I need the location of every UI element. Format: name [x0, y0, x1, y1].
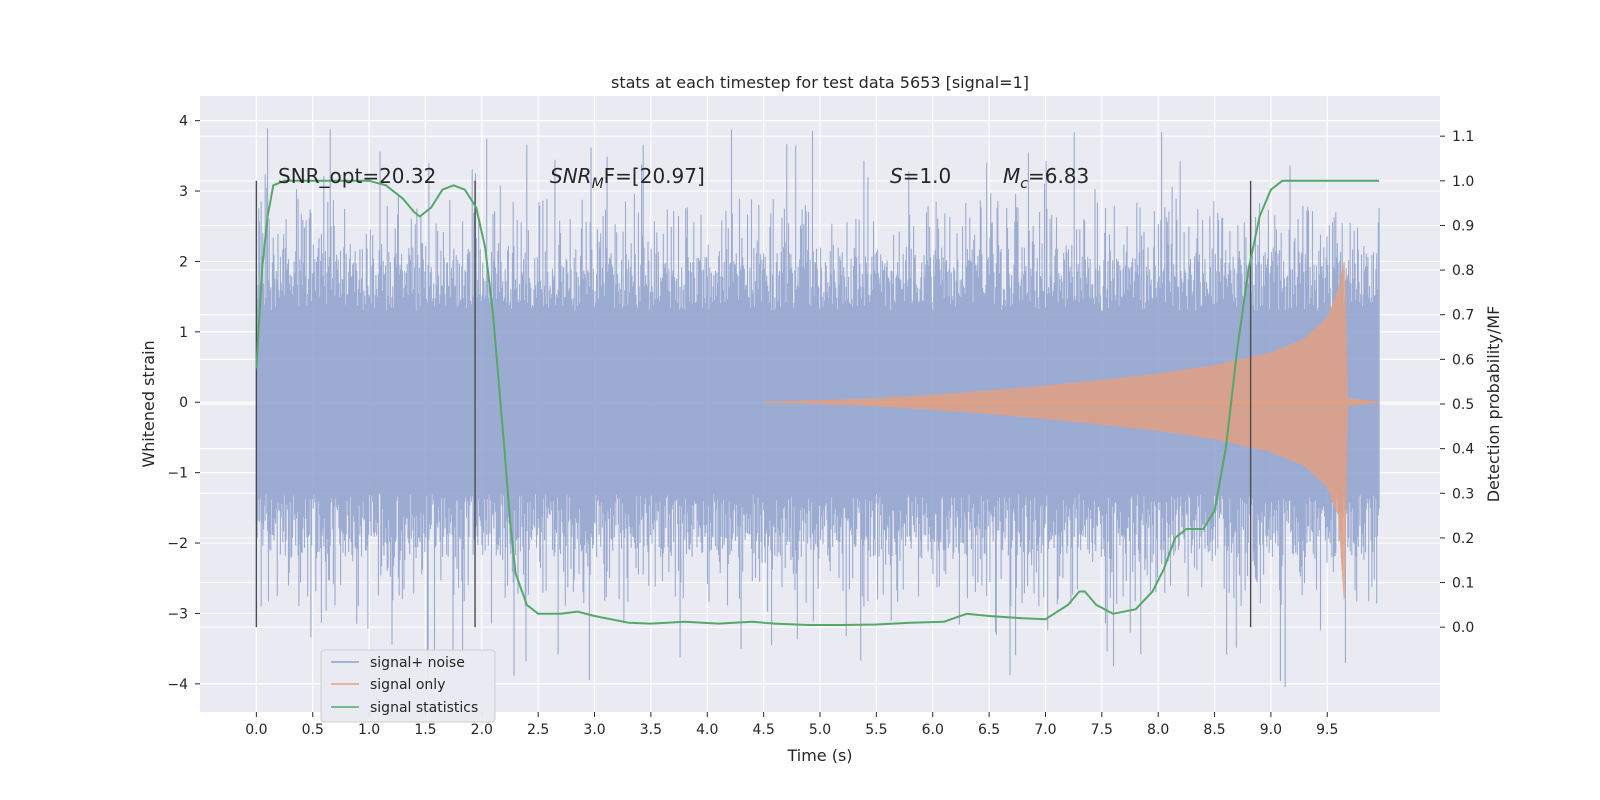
- x-tick-label-6: 3.0: [583, 722, 605, 738]
- y-tick-label-0: −4: [167, 677, 188, 693]
- x-tick-label-19: 9.5: [1316, 722, 1338, 738]
- y-right-tick-label-10: 1.0: [1452, 174, 1474, 190]
- y-right-tick-label-5: 0.5: [1452, 397, 1474, 413]
- y-tick-label-1: −3: [167, 606, 188, 622]
- x-tick-label-18: 9.0: [1260, 722, 1282, 738]
- legend-box: [320, 649, 496, 723]
- x-tick-label-11: 5.5: [865, 722, 887, 738]
- stats-line: [255, 179, 1380, 626]
- x-tick-label-15: 7.5: [1091, 722, 1113, 738]
- series-signal-statistics: [255, 179, 1380, 626]
- x-tick-label-8: 4.0: [696, 722, 718, 738]
- mc-sub: c: [1020, 176, 1028, 192]
- x-tick-label-10: 5.0: [809, 722, 831, 738]
- s-value: =1.0: [903, 164, 952, 188]
- x-tick-label-17: 8.5: [1203, 722, 1225, 738]
- x-tick-label-7: 3.5: [640, 722, 662, 738]
- x-tick-label-16: 8.0: [1147, 722, 1169, 738]
- y-right-tick-label-4: 0.4: [1452, 442, 1474, 458]
- chart-title: stats at each timestep for test data 565…: [611, 73, 1029, 92]
- y-right-axis-label: Detection probability/MF: [1484, 306, 1503, 503]
- y-axis-label: Whitened strain: [139, 340, 158, 467]
- snr-mf-base: SNR: [550, 164, 592, 188]
- y-tick-label-3: −1: [167, 466, 188, 482]
- annotation-snr-mf: SNRMF=[20.97]: [550, 164, 705, 192]
- y-right-tick-label-6: 0.6: [1452, 352, 1474, 368]
- s-label: S: [890, 164, 903, 188]
- y-right-tick-label-8: 0.8: [1452, 263, 1474, 279]
- y-tick-label-7: 3: [179, 184, 188, 200]
- x-tick-label-13: 6.5: [978, 722, 1000, 738]
- y-tick-label-2: −2: [167, 536, 188, 552]
- y-tick-label-8: 4: [179, 114, 188, 130]
- mc-value: =6.83: [1028, 164, 1089, 188]
- x-axis-ticks: 0.0 0.5 1.0 1.5 2.0 2.5 3.0 3.5 4.0 4.5 5.0 5.5 6.0 6…: [245, 712, 1338, 738]
- y-axis-ticks: −4 −3 −2 −1 0 1 2 3 4: [167, 114, 200, 693]
- x-tick-label-4: 2.0: [471, 722, 493, 738]
- legend-label-stats: signal statistics: [370, 700, 478, 716]
- annotation-mc: Mc=6.83: [1003, 164, 1089, 192]
- y-right-tick-label-0: 0.0: [1452, 620, 1474, 636]
- legend: signal+ noise signal only signal statist…: [320, 649, 496, 723]
- mc-base: M: [1003, 164, 1020, 188]
- annotation-s: S=1.0: [890, 164, 951, 188]
- y-right-tick-label-1: 0.1: [1452, 576, 1474, 592]
- x-tick-label-1: 0.5: [302, 722, 324, 738]
- series-signal-only: [763, 261, 1380, 600]
- y-right-axis-ticks: 0.0 0.1 0.2 0.3 0.4 0.5 0.6 0.7 0.8 0.9 1.0 1.1: [1440, 129, 1474, 636]
- x-axis-label: Time (s): [786, 746, 852, 765]
- snr-mf-tail: F=[20.97]: [604, 164, 705, 188]
- x-tick-label-14: 7.0: [1034, 722, 1056, 738]
- x-tick-label-9: 4.5: [753, 722, 775, 738]
- x-tick-label-2: 1.0: [358, 722, 380, 738]
- y-right-tick-label-7: 0.7: [1452, 308, 1474, 324]
- y-right-tick-label-11: 1.1: [1452, 129, 1474, 145]
- y-right-tick-label-2: 0.2: [1452, 531, 1474, 547]
- x-tick-label-3: 1.5: [414, 722, 436, 738]
- legend-label-signal: signal only: [370, 677, 445, 693]
- y-tick-label-4: 0: [179, 395, 188, 411]
- legend-label-noise: signal+ noise: [370, 655, 465, 671]
- x-tick-label-12: 6.0: [922, 722, 944, 738]
- annotation-snr-opt: SNR_opt=20.32: [278, 164, 436, 188]
- y-right-tick-label-9: 0.9: [1452, 218, 1474, 234]
- x-tick-label-0: 0.0: [245, 722, 267, 738]
- y-tick-label-6: 2: [179, 254, 188, 270]
- y-tick-label-5: 1: [179, 325, 188, 341]
- snr-mf-sub: M: [592, 176, 604, 192]
- x-tick-label-5: 2.5: [527, 722, 549, 738]
- y-right-tick-label-3: 0.3: [1452, 486, 1474, 502]
